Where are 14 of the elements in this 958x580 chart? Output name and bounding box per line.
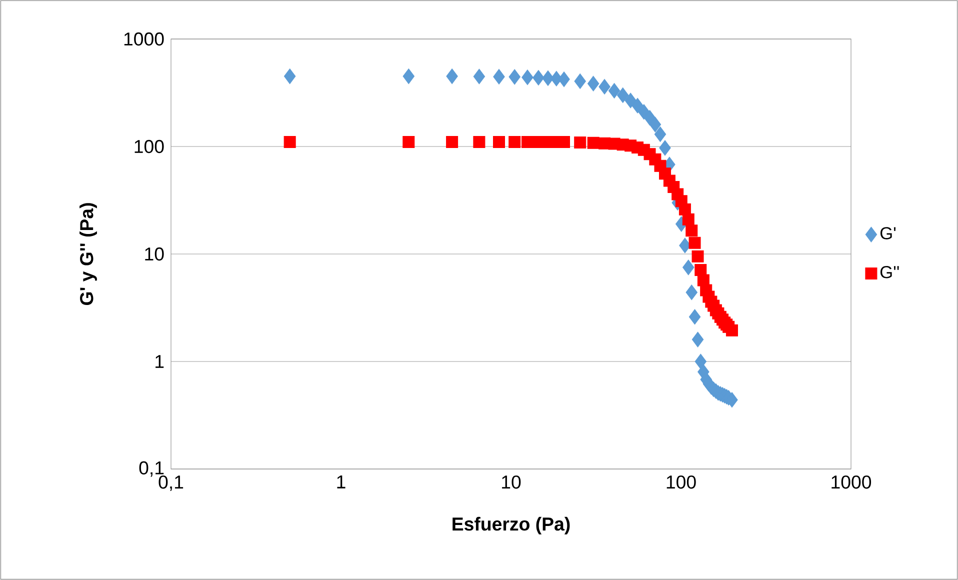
x-tick-label: 1000 (832, 475, 872, 489)
y-axis-title: G' y G'' (Pa) (80, 203, 97, 305)
y-tick-label: 0,1 (139, 461, 164, 477)
x-tick-label: 0,1 (158, 475, 184, 491)
x-tick-label: 100 (666, 475, 696, 489)
x-tick-label: 10 (502, 475, 521, 489)
y-tick-label: 100 (134, 140, 164, 154)
legend-label: G'' (880, 266, 899, 278)
y-tick-label: 1 (156, 355, 164, 368)
y-tick-label: 1000 (124, 32, 164, 46)
y-tick-label: 10 (145, 247, 164, 261)
x-tick-label: 1 (337, 475, 346, 488)
legend-label: G' (880, 227, 896, 240)
x-axis-title: Esfuerzo (Pa) (452, 516, 570, 534)
